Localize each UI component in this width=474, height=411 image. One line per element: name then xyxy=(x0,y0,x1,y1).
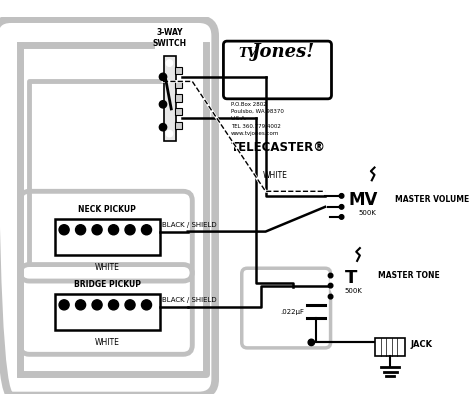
Text: NECK PICKUP: NECK PICKUP xyxy=(78,205,136,214)
Circle shape xyxy=(328,283,333,288)
Text: MASTER TONE: MASTER TONE xyxy=(378,271,440,280)
Circle shape xyxy=(109,239,118,249)
Circle shape xyxy=(339,215,344,219)
Circle shape xyxy=(328,294,333,299)
Text: U.S.A.: U.S.A. xyxy=(231,116,247,121)
Circle shape xyxy=(92,300,102,310)
Circle shape xyxy=(92,239,102,249)
Circle shape xyxy=(109,314,118,325)
Circle shape xyxy=(125,225,135,235)
Circle shape xyxy=(92,225,102,235)
Circle shape xyxy=(141,225,152,235)
Text: WHITE: WHITE xyxy=(262,171,287,180)
Circle shape xyxy=(328,273,333,278)
Text: P.O.Box 2802: P.O.Box 2802 xyxy=(231,102,266,106)
Bar xyxy=(175,81,182,88)
Circle shape xyxy=(75,239,86,249)
Text: JACK: JACK xyxy=(410,340,432,349)
Circle shape xyxy=(159,73,167,81)
Text: 500K: 500K xyxy=(345,288,363,294)
Circle shape xyxy=(330,261,374,305)
Circle shape xyxy=(125,300,135,310)
Text: BLACK / SHIELD: BLACK / SHIELD xyxy=(162,297,217,303)
Circle shape xyxy=(159,124,167,131)
FancyBboxPatch shape xyxy=(55,294,160,330)
Circle shape xyxy=(75,314,86,325)
Bar xyxy=(175,67,182,74)
Text: MV: MV xyxy=(349,192,378,210)
Circle shape xyxy=(59,225,69,235)
Text: TELECASTER®: TELECASTER® xyxy=(231,141,326,154)
Circle shape xyxy=(166,130,173,137)
Text: WHITE: WHITE xyxy=(95,263,119,272)
Circle shape xyxy=(109,300,118,310)
FancyBboxPatch shape xyxy=(55,219,160,255)
Text: 3-WAY
SWITCH: 3-WAY SWITCH xyxy=(152,28,186,48)
Text: www.tvjones.com: www.tvjones.com xyxy=(231,131,279,136)
Text: TEL 360.779.4002: TEL 360.779.4002 xyxy=(231,124,281,129)
Circle shape xyxy=(59,300,69,310)
Text: TV: TV xyxy=(238,46,257,60)
Text: BLACK / SHIELD: BLACK / SHIELD xyxy=(162,222,217,228)
Circle shape xyxy=(342,180,391,230)
Bar xyxy=(175,122,182,129)
Text: T: T xyxy=(345,269,357,287)
Text: Poulsbo, WA 98370: Poulsbo, WA 98370 xyxy=(231,109,283,114)
Bar xyxy=(164,56,176,141)
Text: BRIDGE PICKUP: BRIDGE PICKUP xyxy=(73,280,141,289)
Circle shape xyxy=(339,194,344,198)
Circle shape xyxy=(166,60,173,66)
Circle shape xyxy=(308,339,315,346)
Circle shape xyxy=(141,300,152,310)
Text: MASTER VOLUME: MASTER VOLUME xyxy=(395,195,469,204)
Circle shape xyxy=(141,239,152,249)
Text: 500K: 500K xyxy=(358,210,376,216)
Text: .022μF: .022μF xyxy=(280,309,304,315)
Bar xyxy=(175,108,182,115)
Circle shape xyxy=(141,314,152,325)
Circle shape xyxy=(59,239,69,249)
Bar xyxy=(175,94,182,102)
Circle shape xyxy=(59,314,69,325)
Circle shape xyxy=(92,314,102,325)
Circle shape xyxy=(109,225,118,235)
Circle shape xyxy=(159,101,167,108)
Circle shape xyxy=(339,205,344,209)
Text: Jones!: Jones! xyxy=(252,43,315,61)
Circle shape xyxy=(75,300,86,310)
Circle shape xyxy=(125,239,135,249)
Text: WHITE: WHITE xyxy=(95,338,119,347)
Circle shape xyxy=(75,225,86,235)
Circle shape xyxy=(125,314,135,325)
Bar xyxy=(375,338,405,356)
